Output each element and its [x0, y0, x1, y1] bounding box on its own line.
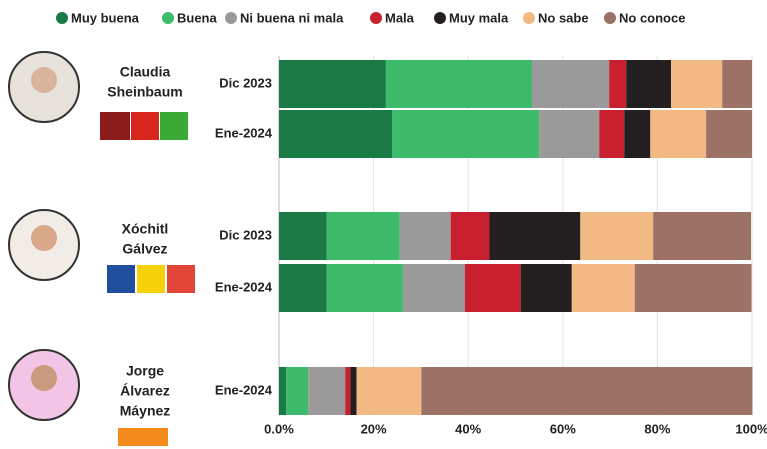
portrait-face — [31, 365, 57, 391]
legend-label: Buena — [177, 10, 218, 25]
portrait-face — [31, 225, 57, 251]
bar-segment — [650, 110, 707, 158]
period-label: Dic 2023 — [219, 227, 272, 242]
bar-segment — [580, 212, 654, 260]
party-logo — [131, 112, 159, 140]
bar-segment — [634, 264, 752, 312]
bar-segment — [326, 212, 400, 260]
legend-label: Mala — [385, 10, 415, 25]
bar-segment — [279, 367, 287, 415]
bar-segment — [450, 212, 490, 260]
bar-segment — [350, 367, 357, 415]
bar-segment — [671, 60, 723, 108]
portrait-face — [31, 67, 57, 93]
period-label: Dic 2023 — [219, 75, 272, 90]
party-logo — [118, 428, 168, 446]
legend-marker — [370, 12, 382, 24]
legend-label: No sabe — [538, 10, 589, 25]
period-label: Ene-2024 — [215, 382, 273, 397]
bar-segment — [279, 212, 327, 260]
bar-segment — [520, 264, 572, 312]
legend-marker — [225, 12, 237, 24]
candidate-name: Sheinbaum — [107, 84, 182, 100]
bar-segment — [402, 264, 465, 312]
legend-marker — [604, 12, 616, 24]
x-tick-label: 0.0% — [264, 421, 294, 436]
bar-segment — [421, 367, 753, 415]
legend-label: Muy mala — [449, 10, 509, 25]
bar-segment — [571, 264, 635, 312]
bar-segment — [279, 264, 327, 312]
legend-marker — [162, 12, 174, 24]
candidate-name: Jorge — [126, 363, 164, 379]
bar-segment — [624, 110, 651, 158]
bar-segment — [286, 367, 309, 415]
bar-segment — [609, 60, 627, 108]
bar-segment — [539, 110, 600, 158]
x-tick-label: 40% — [455, 421, 481, 436]
bar-segment — [626, 60, 672, 108]
x-tick-label: 100% — [735, 421, 767, 436]
bar-segment — [392, 110, 540, 158]
candidate-name: Xóchitl — [122, 221, 169, 237]
period-label: Ene-2024 — [215, 125, 273, 140]
bar-segment — [464, 264, 521, 312]
candidate-name: Gálvez — [122, 241, 167, 257]
legend-label: No conoce — [619, 10, 685, 25]
party-logo — [137, 265, 165, 293]
party-logo — [100, 112, 130, 140]
bar-segment — [489, 212, 581, 260]
candidate-name: Claudia — [120, 64, 171, 80]
period-label: Ene-2024 — [215, 279, 273, 294]
candidate-name: Máynez — [120, 403, 171, 419]
bar-segment — [599, 110, 625, 158]
bar-segment — [345, 367, 351, 415]
legend-marker — [523, 12, 535, 24]
x-tick-label: 60% — [550, 421, 576, 436]
bar-segment — [706, 110, 752, 158]
legend-marker — [434, 12, 446, 24]
x-tick-label: 20% — [361, 421, 387, 436]
party-logo — [107, 265, 135, 293]
bar-segment — [279, 60, 386, 108]
bar-segment — [279, 110, 393, 158]
party-logo — [167, 265, 195, 293]
bar-segment — [532, 60, 610, 108]
x-tick-label: 80% — [644, 421, 670, 436]
bar-segment — [356, 367, 422, 415]
bar-segment — [722, 60, 752, 108]
party-logo — [160, 112, 188, 140]
bar-segment — [653, 212, 752, 260]
legend-label: Muy buena — [71, 10, 140, 25]
bar-segment — [326, 264, 403, 312]
legend-label: Ni buena ni mala — [240, 10, 344, 25]
bar-segment — [308, 367, 346, 415]
candidate-name: Álvarez — [120, 383, 170, 399]
bar-segment — [385, 60, 533, 108]
legend-marker — [56, 12, 68, 24]
bar-segment — [399, 212, 451, 260]
